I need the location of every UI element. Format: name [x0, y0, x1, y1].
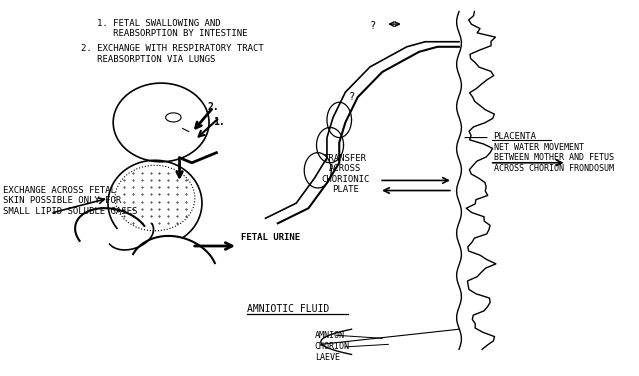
Text: ?: ? — [348, 92, 355, 102]
Text: ?: ? — [370, 21, 376, 31]
Text: NET WATER MOVEMENT
BETWEEN MOTHER AND FETUS
ACROSS CHORION FRONDOSUM: NET WATER MOVEMENT BETWEEN MOTHER AND FE… — [494, 143, 614, 173]
Text: FETAL URINE: FETAL URINE — [241, 233, 300, 243]
Text: 1.: 1. — [213, 117, 225, 127]
Text: LAEVE: LAEVE — [314, 353, 340, 362]
Text: EXCHANGE ACROSS FETAL
SKIN POSSIBLE ONLY FOR
SMALL LIPID SOLUBLE GASES: EXCHANGE ACROSS FETAL SKIN POSSIBLE ONLY… — [3, 186, 137, 215]
Text: AMNIOTIC FLUID: AMNIOTIC FLUID — [247, 304, 329, 314]
Text: CHORION: CHORION — [314, 343, 350, 351]
Text: PLACENTA: PLACENTA — [493, 132, 536, 141]
Text: 2. EXCHANGE WITH RESPIRATORY TRACT
   REABSORPTION VIA LUNGS: 2. EXCHANGE WITH RESPIRATORY TRACT REABS… — [81, 44, 264, 64]
Text: 2.: 2. — [207, 102, 219, 112]
Text: 1. FETAL SWALLOWING AND
   REABSORPTION BY INTESTINE: 1. FETAL SWALLOWING AND REABSORPTION BY … — [96, 19, 247, 38]
Text: TRANSFER
ACROSS
CHORIONIC
PLATE: TRANSFER ACROSS CHORIONIC PLATE — [321, 154, 369, 194]
Text: AMNION: AMNION — [314, 331, 344, 340]
